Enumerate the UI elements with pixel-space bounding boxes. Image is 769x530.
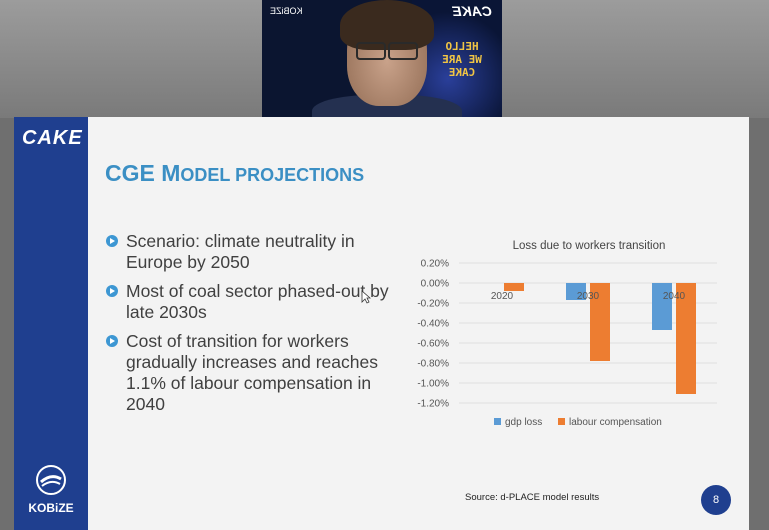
legend-swatch — [558, 418, 565, 425]
page-number-badge: 8 — [701, 485, 731, 515]
bullet-arrow-icon — [106, 335, 118, 347]
slide-sidebar: CAKE KOBiZE — [14, 117, 88, 530]
y-tick-label: -0.20% — [417, 299, 449, 310]
cake-logo: CAKE — [22, 127, 83, 149]
x-tick-label: 2020 — [491, 291, 514, 302]
presentation-slide: CAKE KOBiZE CGE MODEL PROJECTIONS Scenar… — [14, 117, 749, 530]
list-item: Scenario: climate neutrality in Europe b… — [106, 231, 396, 273]
legend-swatch — [494, 418, 501, 425]
neon-line: CAKE — [448, 66, 476, 79]
neon-line: HELLO — [445, 40, 479, 53]
list-item: Most of coal sector phased-out by late 2… — [106, 281, 396, 323]
webcam-kobize-logo: KOBiZE — [270, 6, 303, 16]
bar-chart: Loss due to workers transition 0.20% 0.00%… — [417, 240, 717, 428]
presenter-hair — [340, 0, 434, 50]
legend-label: gdp loss — [505, 417, 542, 428]
webcam-neon-sign: HELLO WE ARE CAKE — [442, 40, 482, 110]
neon-line: WE ARE — [442, 53, 482, 66]
bar — [504, 283, 524, 291]
bar — [590, 283, 610, 361]
legend-label: labour compensation — [569, 417, 662, 428]
y-tick-label: -0.60% — [417, 339, 449, 350]
list-item: Cost of transition for workers gradually… — [106, 331, 396, 415]
y-tick-label: -1.20% — [417, 399, 449, 410]
y-tick-label: -0.40% — [417, 319, 449, 330]
bullet-arrow-icon — [106, 285, 118, 297]
x-tick-label: 2030 — [577, 291, 600, 302]
bar — [676, 283, 696, 394]
bar — [652, 283, 672, 330]
bullet-text: Scenario: climate neutrality in Europe b… — [126, 231, 355, 272]
y-tick-label: 0.00% — [421, 279, 449, 290]
bullet-text: Cost of transition for workers gradually… — [126, 331, 378, 414]
source-note: Source: d-PLACE model results — [465, 492, 600, 503]
kobize-logo-icon — [36, 465, 66, 495]
slide-title: CGE MODEL PROJECTIONS — [105, 160, 364, 187]
y-tick-label: 0.20% — [421, 259, 449, 270]
bullet-text: Most of coal sector phased-out by late 2… — [126, 281, 389, 322]
bar — [566, 283, 586, 300]
title-rest: ODEL PROJECTIONS — [180, 165, 365, 185]
x-tick-label: 2040 — [663, 291, 686, 302]
bullet-arrow-icon — [106, 235, 118, 247]
y-tick-label: -0.80% — [417, 359, 449, 370]
bullet-list: Scenario: climate neutrality in Europe b… — [106, 231, 396, 423]
webcam-cake-logo: CAKE — [452, 3, 492, 19]
kobize-label: KOBiZE — [28, 501, 74, 515]
title-big: CGE M — [105, 160, 181, 186]
presenter-glasses — [354, 42, 420, 60]
webcam-video: CAKE KOBiZE HELLO WE ARE CAKE — [262, 0, 502, 131]
mouse-cursor-icon — [361, 290, 371, 304]
chart-title: Loss due to workers transition — [513, 240, 666, 252]
y-tick-label: -1.00% — [417, 379, 449, 390]
